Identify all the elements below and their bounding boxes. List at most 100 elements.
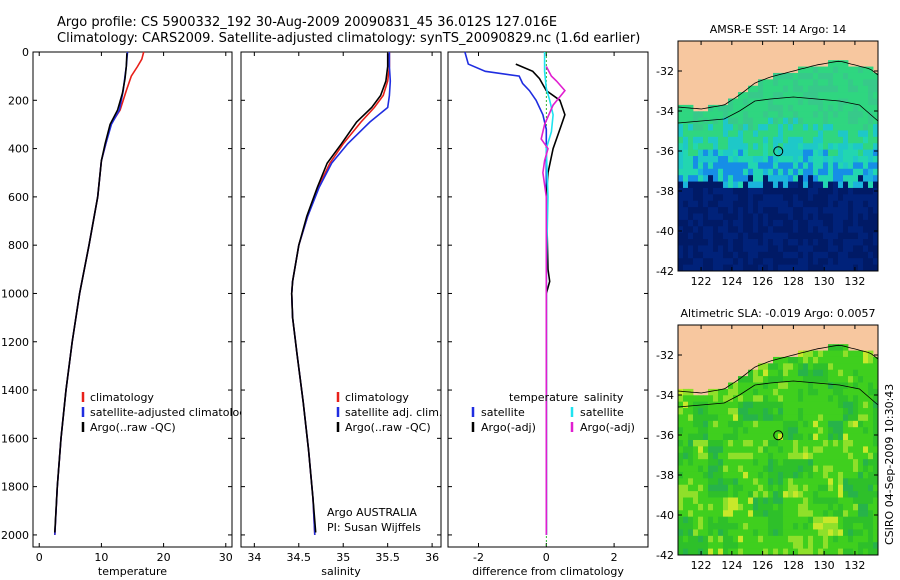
map-cell: [703, 181, 709, 189]
map-cell: [818, 104, 824, 112]
map-cell: [718, 484, 724, 492]
map-cell: [768, 523, 774, 530]
map-cell: [768, 213, 774, 221]
map-cell: [863, 382, 869, 390]
map-cell: [683, 232, 689, 240]
map-cell: [818, 433, 824, 441]
map-cell: [678, 162, 684, 170]
map-cell: [768, 484, 774, 492]
map-cell: [713, 149, 719, 157]
map-cell: [703, 535, 709, 543]
map-cell: [798, 452, 804, 460]
map-cell: [693, 136, 699, 144]
map-cell: [803, 478, 809, 486]
map-cell: [723, 440, 729, 447]
map-cell: [863, 258, 869, 266]
map-cell: [723, 548, 729, 556]
map-cell: [708, 516, 714, 524]
map-cell: [793, 130, 799, 138]
map-cell: [758, 459, 764, 466]
map-cell: [718, 503, 724, 511]
map-cell: [798, 516, 804, 524]
map-cell: [703, 465, 709, 473]
map-cell: [848, 388, 854, 396]
map-cell: [808, 156, 814, 163]
map-cell: [783, 459, 789, 466]
map-cell: [723, 136, 729, 144]
map-cell: [793, 181, 799, 189]
map-cell: [843, 414, 849, 422]
map-cell: [718, 187, 724, 195]
map-cell: [753, 471, 759, 479]
map-cell: [743, 130, 749, 138]
map-cell: [858, 523, 864, 530]
map-cell: [853, 471, 859, 479]
map-cell: [848, 117, 854, 125]
map-cell: [748, 484, 754, 492]
map-cell: [868, 356, 874, 364]
map-cell: [678, 440, 684, 447]
map-cell: [683, 143, 689, 151]
map-cell: [828, 465, 834, 473]
map-cell: [848, 542, 854, 550]
map-cell: [738, 408, 744, 415]
map-cell: [758, 535, 764, 543]
map-cell: [753, 427, 759, 435]
map-cell: [718, 258, 724, 266]
x-axis-label: salinity: [321, 565, 361, 578]
map-cell: [783, 369, 789, 377]
legend-header: temperature: [509, 391, 578, 404]
map-cell: [838, 156, 844, 163]
map-cell: [828, 187, 834, 195]
map-cell: [783, 382, 789, 390]
map-cell: [858, 478, 864, 486]
map-cell: [713, 459, 719, 466]
map-cell: [838, 213, 844, 221]
map-cell: [703, 149, 709, 157]
map-cell: [733, 245, 739, 253]
map-x-tick-label: 124: [721, 559, 742, 572]
map-cell: [703, 162, 709, 170]
y-tick-label: 1200: [1, 336, 29, 349]
map-cell: [833, 149, 839, 157]
map-cell: [788, 535, 794, 543]
map-cell: [718, 130, 724, 138]
map-cell: [843, 92, 849, 99]
map-cell: [873, 414, 879, 422]
map-cell: [833, 232, 839, 240]
map-cell: [798, 542, 804, 550]
map-cell: [813, 503, 819, 511]
map-cell: [693, 130, 699, 138]
map-cell: [848, 136, 854, 144]
map-cell: [873, 79, 879, 87]
map-cell: [763, 427, 769, 435]
map-cell: [703, 124, 709, 131]
map-cell: [863, 350, 869, 358]
map-cell: [858, 258, 864, 266]
map-cell: [718, 162, 724, 170]
map-cell: [818, 207, 824, 214]
map-cell: [818, 239, 824, 246]
map-cell: [828, 382, 834, 390]
map-cell: [863, 72, 869, 80]
map-cell: [788, 433, 794, 441]
map-cell: [783, 516, 789, 524]
map-cell: [758, 175, 764, 182]
map-cell: [788, 264, 794, 272]
map-cell: [678, 251, 684, 259]
map-cell: [773, 162, 779, 170]
map-cell: [788, 440, 794, 447]
map-cell: [813, 516, 819, 524]
map-cell: [833, 226, 839, 234]
map-cell: [753, 497, 759, 505]
map-x-tick-label: 122: [691, 275, 712, 288]
map-cell: [718, 245, 724, 253]
map-cell: [768, 382, 774, 390]
map-cell: [808, 433, 814, 441]
map-cell: [708, 117, 714, 125]
map-cell: [708, 491, 714, 498]
map-cell: [813, 510, 819, 518]
map-cell: [783, 207, 789, 214]
map-cell: [803, 98, 809, 106]
